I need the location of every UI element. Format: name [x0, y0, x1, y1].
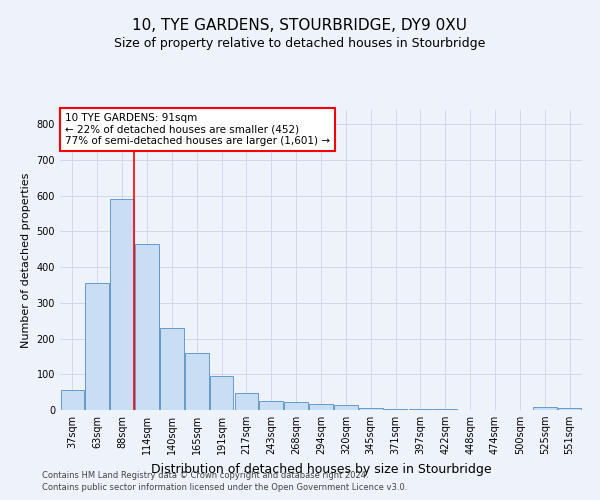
Bar [235, 393, 258, 410]
Bar [61, 390, 84, 410]
Bar [409, 408, 432, 410]
Text: 10, TYE GARDENS, STOURBRIDGE, DY9 0XU: 10, TYE GARDENS, STOURBRIDGE, DY9 0XU [133, 18, 467, 32]
Text: Contains HM Land Registry data © Crown copyright and database right 2024.: Contains HM Land Registry data © Crown c… [42, 471, 368, 480]
Bar [110, 200, 134, 410]
Text: 10 TYE GARDENS: 91sqm
← 22% of detached houses are smaller (452)
77% of semi-det: 10 TYE GARDENS: 91sqm ← 22% of detached … [65, 113, 330, 146]
Bar [259, 401, 283, 410]
Y-axis label: Number of detached properties: Number of detached properties [21, 172, 31, 348]
Bar [160, 328, 184, 410]
Bar [433, 409, 457, 410]
Bar [135, 244, 159, 410]
Bar [85, 283, 109, 410]
X-axis label: Distribution of detached houses by size in Stourbridge: Distribution of detached houses by size … [151, 462, 491, 475]
Text: Size of property relative to detached houses in Stourbridge: Size of property relative to detached ho… [115, 38, 485, 51]
Bar [359, 408, 383, 410]
Text: Contains public sector information licensed under the Open Government Licence v3: Contains public sector information licen… [42, 484, 407, 492]
Bar [533, 407, 557, 410]
Bar [185, 353, 209, 410]
Bar [334, 406, 358, 410]
Bar [384, 408, 407, 410]
Bar [558, 408, 581, 410]
Bar [210, 376, 233, 410]
Bar [284, 402, 308, 410]
Bar [309, 404, 333, 410]
